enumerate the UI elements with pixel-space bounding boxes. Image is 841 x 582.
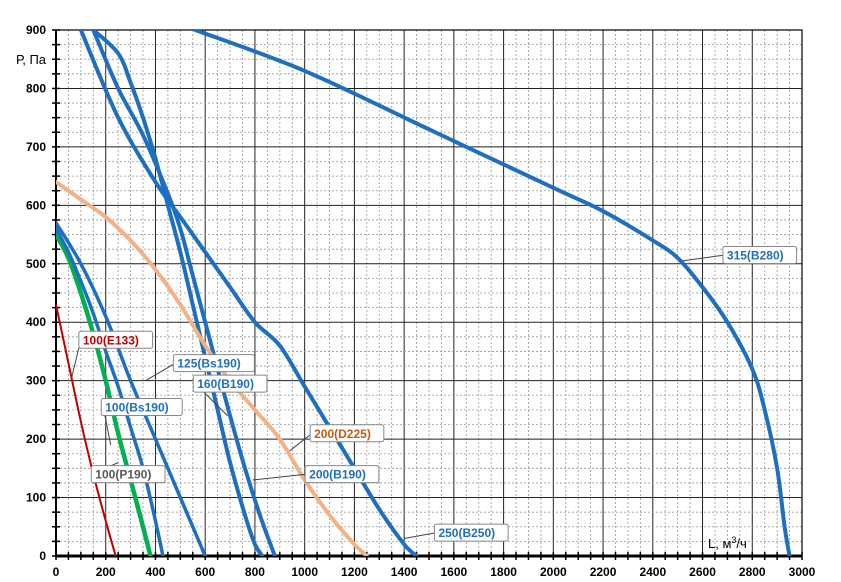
series-label: 100(E133)	[83, 333, 139, 347]
series-line-100-e133	[56, 303, 117, 556]
series-line-315-b280	[193, 30, 792, 556]
x-axis-title-unit: /ч	[736, 536, 746, 551]
label-box	[192, 374, 268, 393]
series-group	[56, 30, 792, 556]
label-box	[172, 354, 255, 373]
label-box	[433, 523, 509, 542]
x-tick-label: 400	[145, 565, 165, 579]
series-line-200-b190	[91, 30, 277, 556]
x-tick-label: 2400	[639, 565, 666, 579]
series-labels: 100(E133) 100(Bs190) 100(P190) 125(Bs190) 16…	[70, 246, 798, 542]
label-leader-line	[145, 362, 176, 382]
x-axis-title: L, м3/ч	[708, 535, 747, 551]
x-tick-label: 2000	[540, 565, 567, 579]
y-tick-label: 400	[26, 315, 46, 329]
y-tick-label: 100	[26, 491, 46, 505]
series-label: 200(B190)	[309, 468, 366, 482]
label-box	[309, 424, 385, 443]
label-leader-line	[682, 254, 725, 262]
series-label: 100(Bs190)	[105, 400, 168, 414]
x-tick-label: 1200	[341, 565, 368, 579]
series-label: 100(P190)	[95, 468, 151, 482]
series-label: 125(Bs190)	[177, 357, 240, 371]
x-tick-label: 200	[96, 565, 116, 579]
label-box	[100, 397, 183, 416]
y-tick-label: 500	[26, 257, 46, 271]
y-tick-label: 700	[26, 140, 46, 154]
label-leader-line	[404, 532, 437, 539]
series-label: 315(B280)	[727, 249, 784, 263]
x-tick-label: 1600	[441, 565, 468, 579]
x-tick-label: 800	[245, 565, 265, 579]
y-tick-label: 800	[26, 81, 46, 95]
x-tick-label: 1400	[391, 565, 418, 579]
x-tick-label: 1800	[490, 565, 517, 579]
x-tick-label: 0	[53, 565, 60, 579]
label-box	[78, 330, 154, 349]
x-tick-label: 2200	[590, 565, 617, 579]
x-tick-label: 600	[195, 565, 215, 579]
series-line-160-b190	[91, 30, 265, 556]
label-box	[722, 246, 798, 265]
x-axis-title-main: L, м	[708, 536, 731, 551]
label-box	[304, 465, 380, 484]
series-line-250-b250	[78, 30, 419, 556]
series-line-100-bs190	[56, 226, 165, 556]
series-label: 160(B190)	[197, 377, 254, 391]
x-axis-title-sup: 3	[731, 535, 736, 545]
y-tick-label: 600	[26, 198, 46, 212]
series-label: 250(B250)	[438, 526, 495, 540]
x-tick-label: 2800	[739, 565, 766, 579]
y-tick-label: 200	[26, 432, 46, 446]
y-axis-title: Р, Па	[16, 52, 47, 67]
series-label: 200(D225)	[314, 427, 371, 441]
x-tick-label: 1000	[291, 565, 318, 579]
y-tick-label: 300	[26, 374, 46, 388]
tick-labels: 0 200 400 600 800 1000 1200 1400 1600 1800 2000 220…	[26, 23, 816, 579]
x-tick-label: 3000	[789, 565, 816, 579]
label-leader-line	[289, 432, 313, 452]
label-box	[90, 465, 166, 484]
y-tick-label: 0	[39, 549, 46, 563]
series-line-100-p190	[56, 232, 153, 556]
x-tick-label: 2600	[689, 565, 716, 579]
grid	[52, 29, 803, 560]
y-tick-label: 900	[26, 23, 46, 37]
label-leader-line	[252, 473, 308, 481]
